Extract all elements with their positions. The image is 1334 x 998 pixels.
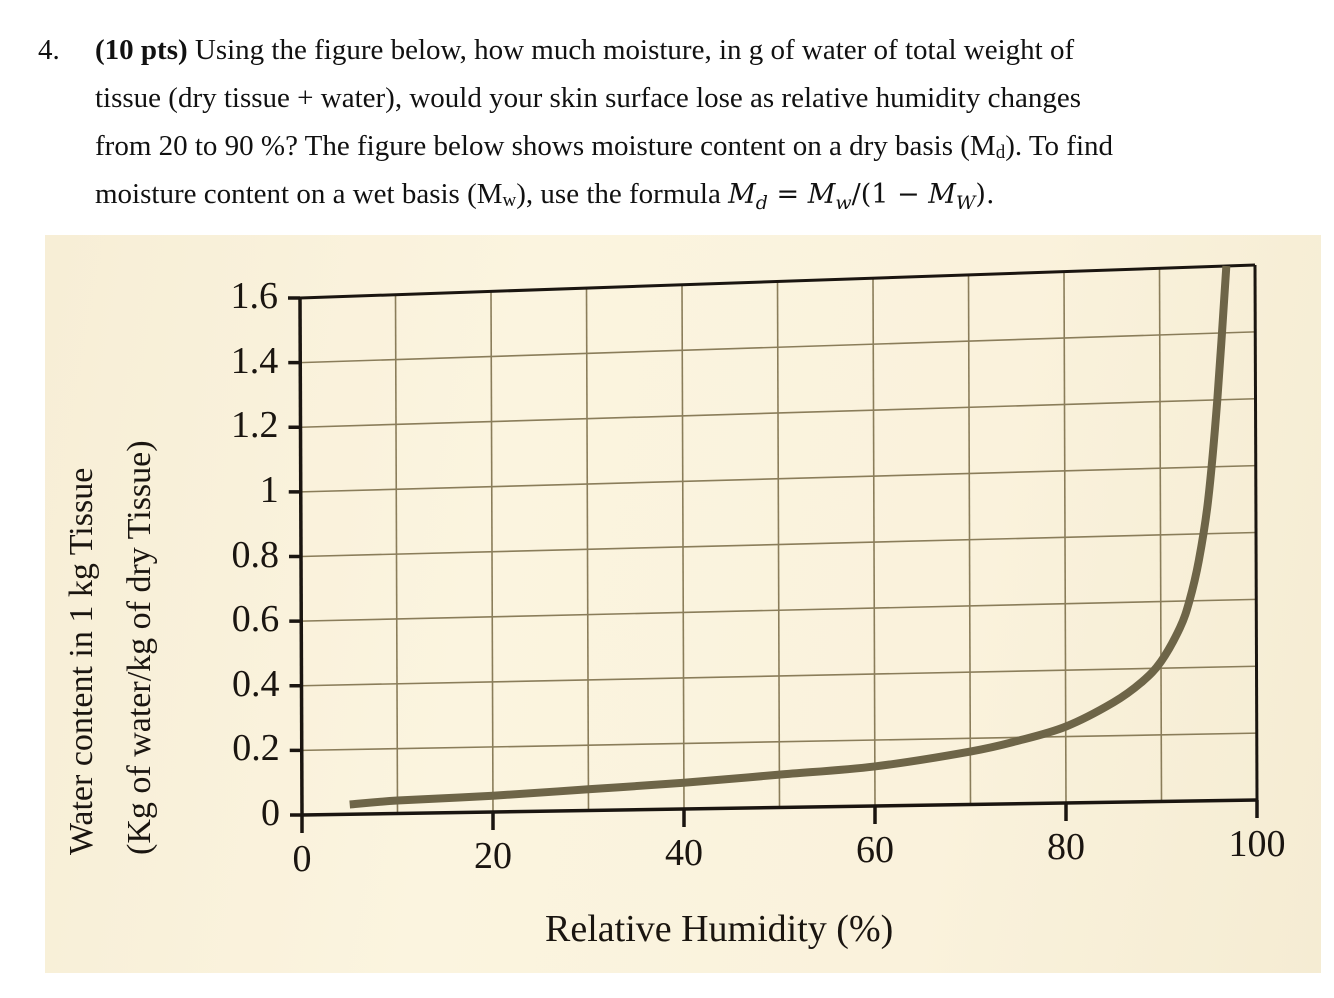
frame-top xyxy=(299,263,1256,300)
question-line-4: moisture content on a wet basis (Mw), us… xyxy=(95,178,995,214)
grid-line-horizontal xyxy=(300,531,1257,558)
grid-line-horizontal xyxy=(300,397,1256,429)
question-line-2: tissue (dry tissue + water), would your … xyxy=(95,82,1081,114)
grid-line-horizontal xyxy=(300,331,1256,364)
grid-line-horizontal xyxy=(301,598,1257,622)
x-axis-label: Relative Humidity (%) xyxy=(545,908,894,950)
x-tick-label: 20 xyxy=(474,835,512,877)
grid-line-horizontal xyxy=(301,732,1257,752)
y-tick-label: 0.8 xyxy=(231,533,280,576)
y-tick-label: 1.4 xyxy=(230,339,279,382)
chart-photo: Water content in 1 kg Tissue (Kg of wate… xyxy=(45,235,1321,973)
y-tick-label: 0.4 xyxy=(232,662,280,705)
x-tick-label: 100 xyxy=(1228,823,1286,865)
formula: Md = Mw/(1 − MW). xyxy=(728,179,995,214)
x-tick-label: 60 xyxy=(856,829,894,871)
y-axis-label-line-2: (Kg of water/kg of dry Tissue) xyxy=(121,440,158,855)
question-number: 4. xyxy=(38,34,60,66)
y-tick-label: 1.2 xyxy=(231,404,279,447)
x-axis xyxy=(301,798,1258,817)
x-tick-label: 0 xyxy=(292,838,312,880)
chart-plot xyxy=(288,263,1259,833)
x-tick-label: 40 xyxy=(665,832,703,874)
question-line-1: (10 pts) Using the figure below, how muc… xyxy=(95,34,1075,66)
y-tick-label: 0 xyxy=(261,792,280,834)
y-tick-label: 0.6 xyxy=(231,598,280,641)
y-axis-label-line-1: Water content in 1 kg Tissue xyxy=(63,467,100,855)
y-tick-label: 1.6 xyxy=(230,275,279,317)
frame-right xyxy=(1253,264,1259,801)
y-tick-label: 1 xyxy=(259,468,279,511)
moisture-curve xyxy=(349,265,1231,809)
grid-line-horizontal xyxy=(301,665,1257,687)
grid-line-horizontal xyxy=(300,464,1256,493)
question-line-3: from 20 to 90 %? The figure below shows … xyxy=(95,130,1114,163)
x-tick-label: 80 xyxy=(1047,826,1085,868)
y-tick-label: 0.2 xyxy=(232,727,280,770)
question-points: (10 pts) xyxy=(95,34,188,66)
